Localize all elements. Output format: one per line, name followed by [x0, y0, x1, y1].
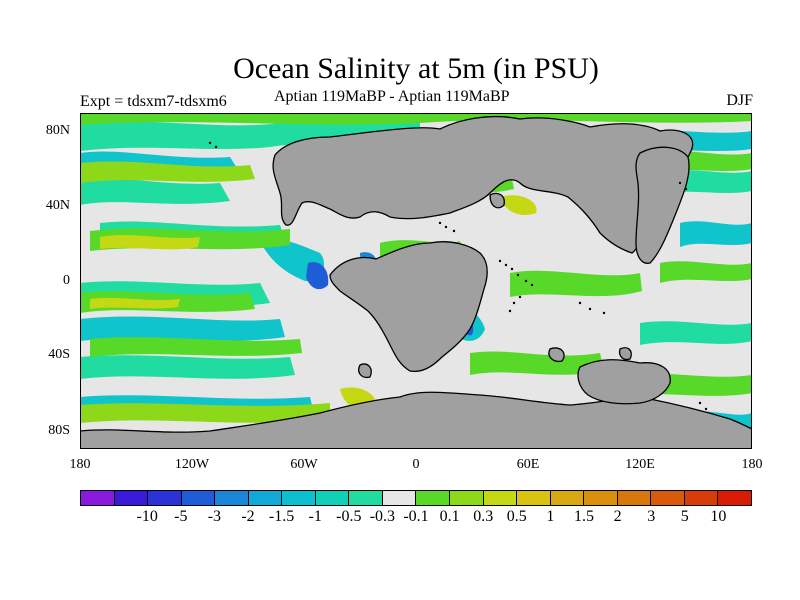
asia-east-landmass	[635, 146, 690, 264]
anomaly-spot	[90, 297, 180, 309]
anomaly-region	[90, 337, 302, 357]
x-tick-label: 60E	[516, 457, 540, 472]
anomaly-region	[640, 321, 752, 345]
experiment-label: Expt = tdsxm7-tdsxm6	[80, 93, 227, 110]
strong-positive-spots	[90, 189, 537, 309]
land-masses	[80, 115, 752, 449]
colorbar-label: 0.1	[439, 508, 460, 525]
island	[548, 347, 565, 363]
colorbar-swatch	[148, 491, 182, 505]
colorbar-swatch	[315, 491, 350, 505]
island	[618, 347, 632, 361]
colorbar-swatch	[450, 491, 484, 505]
colorbar-label: 5	[680, 508, 689, 525]
anomaly-region	[80, 316, 285, 341]
anomaly-region	[80, 113, 752, 125]
colorbar-label: -1	[308, 508, 322, 525]
anomaly-region	[660, 261, 752, 283]
colorbar	[80, 490, 752, 506]
anomaly-region	[470, 351, 604, 375]
period-label: Aptian 119MaBP - Aptian 119MaBP	[274, 88, 510, 105]
colorbar-label: -0.3	[369, 508, 396, 525]
map-title: Ocean Salinity at 5m (in PSU)	[233, 52, 599, 85]
colorbar-swatch	[416, 491, 451, 505]
anomaly-region	[80, 161, 255, 183]
colorbar-swatch	[114, 491, 149, 505]
map-panel	[80, 113, 752, 449]
colorbar-swatch	[617, 491, 652, 505]
north-landmass	[272, 115, 694, 254]
island-dots	[208, 141, 708, 411]
colorbar-swatch	[584, 491, 618, 505]
anomaly-region	[80, 403, 330, 423]
colorbar-label: 10	[710, 508, 727, 525]
salinity-map	[80, 113, 752, 449]
y-tick-label: 40S	[48, 347, 70, 362]
anomaly-spot	[100, 235, 200, 250]
colorbar-label: 3	[647, 508, 656, 525]
anomaly-spot	[500, 195, 537, 216]
colorbar-swatch	[483, 491, 518, 505]
colorbar-label: -5	[174, 508, 188, 525]
colorbar-label: -10	[136, 508, 158, 525]
colorbar-label: -2	[241, 508, 255, 525]
colorbar-label: 1.5	[574, 508, 594, 525]
colorbar-swatch	[550, 491, 585, 505]
x-tick-label: 120E	[625, 457, 655, 472]
x-tick-label: 180	[741, 457, 763, 472]
x-tick-label: 60W	[290, 457, 318, 472]
australia-landmass	[577, 359, 671, 405]
colorbar-swatch	[651, 491, 685, 505]
anomaly-region	[510, 270, 642, 297]
y-tick-label: 0	[63, 273, 70, 288]
colorbar-label: 0.3	[473, 508, 494, 525]
anomaly-region	[80, 178, 230, 205]
colorbar-swatch	[517, 491, 551, 505]
island	[358, 363, 372, 379]
map-border	[80, 113, 752, 449]
colorbar-label: 0.5	[506, 508, 527, 525]
colorbar-swatch	[81, 491, 115, 505]
y-tick-label: 80S	[48, 423, 70, 438]
x-tick-label: 180	[69, 457, 91, 472]
colorbar-label: -1.5	[268, 508, 295, 525]
colorbar-swatch	[282, 491, 316, 505]
colorbar-swatch	[349, 491, 383, 505]
colorbar-swatch	[382, 491, 417, 505]
y-tick-label: 40N	[45, 198, 70, 213]
colorbar-swatch	[684, 491, 719, 505]
anomaly-spot	[306, 262, 329, 290]
season-label: DJF	[726, 92, 753, 109]
colorbar-label: 2	[613, 508, 622, 525]
anomaly-region	[680, 221, 752, 247]
south-america-africa-landmass	[329, 241, 488, 373]
island	[489, 192, 505, 209]
colorbar-swatch	[181, 491, 216, 505]
colorbar-label: -0.5	[336, 508, 362, 525]
colorbar-label: 1	[546, 508, 555, 525]
colorbar-label: -0.1	[403, 508, 429, 525]
anomaly-region	[80, 355, 295, 379]
x-tick-label: 120W	[174, 457, 210, 472]
antarctic-landmass	[80, 391, 752, 449]
colorbar-swatch	[215, 491, 249, 505]
colorbar-swatch	[718, 491, 751, 505]
colorbar-label: -3	[207, 508, 222, 525]
y-tick-label: 80N	[45, 123, 70, 138]
colorbar-swatch	[248, 491, 283, 505]
x-tick-label: 0	[412, 457, 420, 472]
